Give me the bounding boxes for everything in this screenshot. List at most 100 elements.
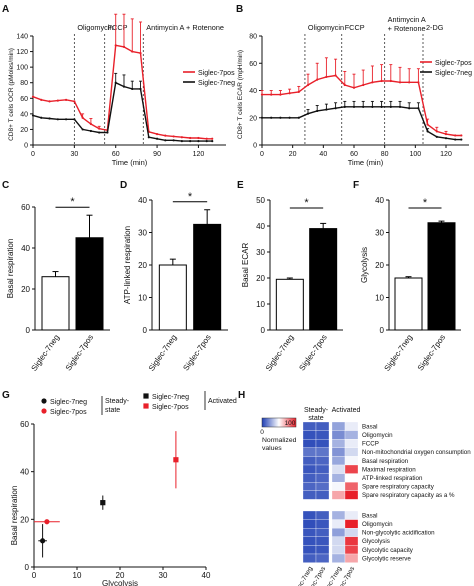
y-tick-label: 10: [375, 294, 384, 303]
heatmap-cell: [302, 482, 317, 491]
x-tick-label: 90: [153, 151, 161, 158]
data-point: [56, 118, 59, 121]
series-line-1: [262, 106, 462, 141]
y-tick-label: 10: [256, 300, 265, 309]
x-category-label: Siglec-7pos: [297, 333, 328, 372]
heatmap-cell: [331, 421, 346, 431]
legend-label: Siglec-7pos: [152, 404, 189, 411]
data-point: [172, 139, 175, 142]
y-tick-label: 60: [20, 96, 28, 103]
heatmap-cell: [331, 490, 346, 500]
legend-marker: [143, 393, 149, 399]
y-axis-title: CD8+ T cells ECAR (mpH/min): [237, 50, 244, 139]
heatmap-cell: [344, 464, 359, 474]
data-point: [260, 116, 264, 119]
legend-label: Siglec-7pos: [198, 70, 235, 77]
data-point: [155, 133, 159, 136]
heatmap-row-label: FCCP: [362, 441, 379, 448]
injection-label: Antimycin A: [388, 15, 426, 24]
significance-marker: *: [70, 196, 75, 208]
y-tick-label: 20: [20, 515, 29, 524]
y-tick-label: 140: [16, 34, 28, 41]
heatmap-cell: [344, 519, 359, 529]
panel-label-g: G: [2, 390, 10, 401]
scatter-point-square: [100, 500, 106, 506]
x-category-label: Siglec-7pos: [416, 333, 447, 372]
heatmap-cell: [344, 545, 359, 555]
data-point: [444, 137, 448, 140]
bar-siglec-7pos: [427, 222, 456, 331]
heatmap-cell: [315, 553, 330, 563]
data-point: [279, 116, 282, 119]
heatmap-cell: [331, 456, 346, 466]
x-tick-label: 20: [289, 151, 297, 158]
heatmap-cell: [302, 464, 317, 474]
series-line-0: [262, 74, 462, 137]
legend-group-title-line2: state: [105, 407, 120, 414]
y-tick-label: 0: [24, 143, 28, 150]
heatmap-row-label: Oligomycin: [362, 521, 393, 528]
heatmap-cell: [344, 473, 359, 483]
heatmap-cell: [302, 553, 317, 563]
column-group-steady-line2: state: [308, 415, 323, 422]
heatmap-row-label: Non-mitochondrial oxygen consumption: [362, 449, 471, 456]
bar-siglec-7neg: [275, 278, 304, 331]
column-group-steady: Steady-: [304, 407, 329, 414]
panel-label-b: B: [236, 4, 243, 15]
heatmap-cell: [331, 545, 346, 555]
data-point: [205, 137, 208, 140]
y-tick-label: 60: [21, 203, 30, 212]
heatmap-cell: [302, 421, 317, 431]
legend-label: Siglec-7neg: [152, 394, 189, 401]
x-tick-label: 0: [260, 151, 264, 158]
heatmap-cell: [315, 528, 330, 537]
data-point: [197, 136, 200, 140]
heatmap-cell: [315, 490, 330, 500]
bar-siglec-7neg: [41, 276, 70, 331]
data-point: [106, 131, 109, 134]
data-point: [40, 116, 43, 119]
y-tick-label: 10: [138, 294, 147, 303]
data-point: [31, 95, 35, 98]
heatmap-cell: [315, 447, 330, 457]
x-category-label: Siglec-7neg: [383, 333, 415, 373]
y-tick-label: 20: [20, 127, 28, 134]
x-tick-label: 100: [409, 151, 421, 158]
panel-label-a: A: [2, 4, 9, 15]
panel-c-bar-chart: 0 20 40 60 Basal respiration Siglec-7neg Sigle…: [6, 196, 110, 373]
bar-siglec-7neg: [158, 264, 187, 331]
column-group-activated: Activated: [332, 407, 361, 414]
data-point: [172, 135, 175, 138]
y-tick-label: 40: [21, 244, 30, 253]
heatmap-cell: [315, 421, 330, 431]
heatmap-cell: [315, 439, 330, 448]
x-tick-label: 60: [350, 151, 358, 158]
heatmap-cell: [331, 528, 346, 537]
heatmap-cell: [344, 490, 359, 500]
data-point: [48, 100, 51, 103]
x-tick-label: 30: [70, 151, 78, 158]
heatmap-cell: [331, 464, 346, 474]
data-point: [454, 138, 457, 141]
y-tick-label: 40: [20, 111, 28, 118]
x-tick-label: 0: [32, 571, 37, 580]
y-tick-label: 0: [26, 326, 31, 335]
y-axis-title: Basal respiration: [6, 239, 15, 299]
y-axis-title: Glycolysis: [360, 247, 369, 283]
panel-label-h: H: [238, 390, 245, 401]
data-point: [147, 136, 150, 139]
heatmap-cell: [315, 482, 330, 491]
heatmap-row-label: Basal: [362, 423, 377, 430]
data-point: [270, 116, 273, 119]
heatmap-cell: [315, 456, 330, 466]
heatmap-cell: [331, 447, 346, 457]
heatmap-cell: [315, 536, 330, 546]
heatmap-cell: [302, 439, 317, 448]
heatmap-cell: [331, 536, 346, 546]
x-tick-label: 10: [73, 571, 82, 580]
y-tick-label: 100: [16, 65, 28, 72]
panel-g-scatter-chart: 0 20 40 60 0 10 20 30 40 Glycolysis Basal respirat…: [10, 391, 237, 586]
data-point: [81, 128, 84, 131]
bar-siglec-7pos: [309, 228, 338, 331]
significance-marker: *: [423, 197, 428, 209]
